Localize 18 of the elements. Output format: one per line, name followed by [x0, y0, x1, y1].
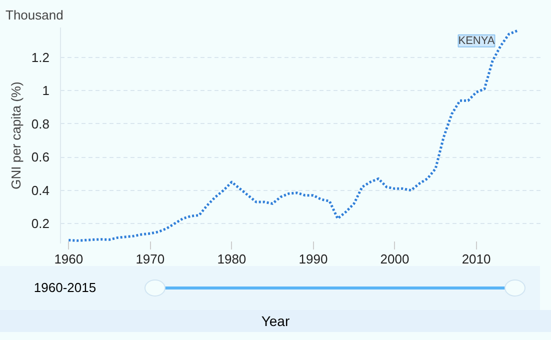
y-tick-label: 0.4: [31, 182, 50, 198]
series-label: KENYA: [458, 34, 496, 47]
x-tick-label: 1980: [217, 252, 246, 266]
text: 1960-2015: [34, 279, 96, 297]
y-tick-label: 0.6: [31, 150, 50, 165]
x-tick-label: 1960: [54, 252, 84, 266]
line-series: [67, 30, 518, 242]
y-tick-label: 0.8: [31, 116, 50, 132]
x-tick-label: 1970: [136, 252, 165, 266]
x-axis-title: Year: [261, 312, 290, 331]
y-tick-label: 0.2: [31, 216, 50, 232]
y-tick-label: 1: [42, 83, 50, 98]
y-axis-title: GNI per capita (%): [8, 82, 24, 190]
x-tick-label: 2000: [380, 252, 410, 266]
y-tick-label: 1.2: [31, 50, 50, 65]
x-tick-label: 2010: [462, 252, 491, 266]
x-tick-label: 1990: [298, 252, 328, 266]
text: Thousand: [6, 8, 64, 22]
